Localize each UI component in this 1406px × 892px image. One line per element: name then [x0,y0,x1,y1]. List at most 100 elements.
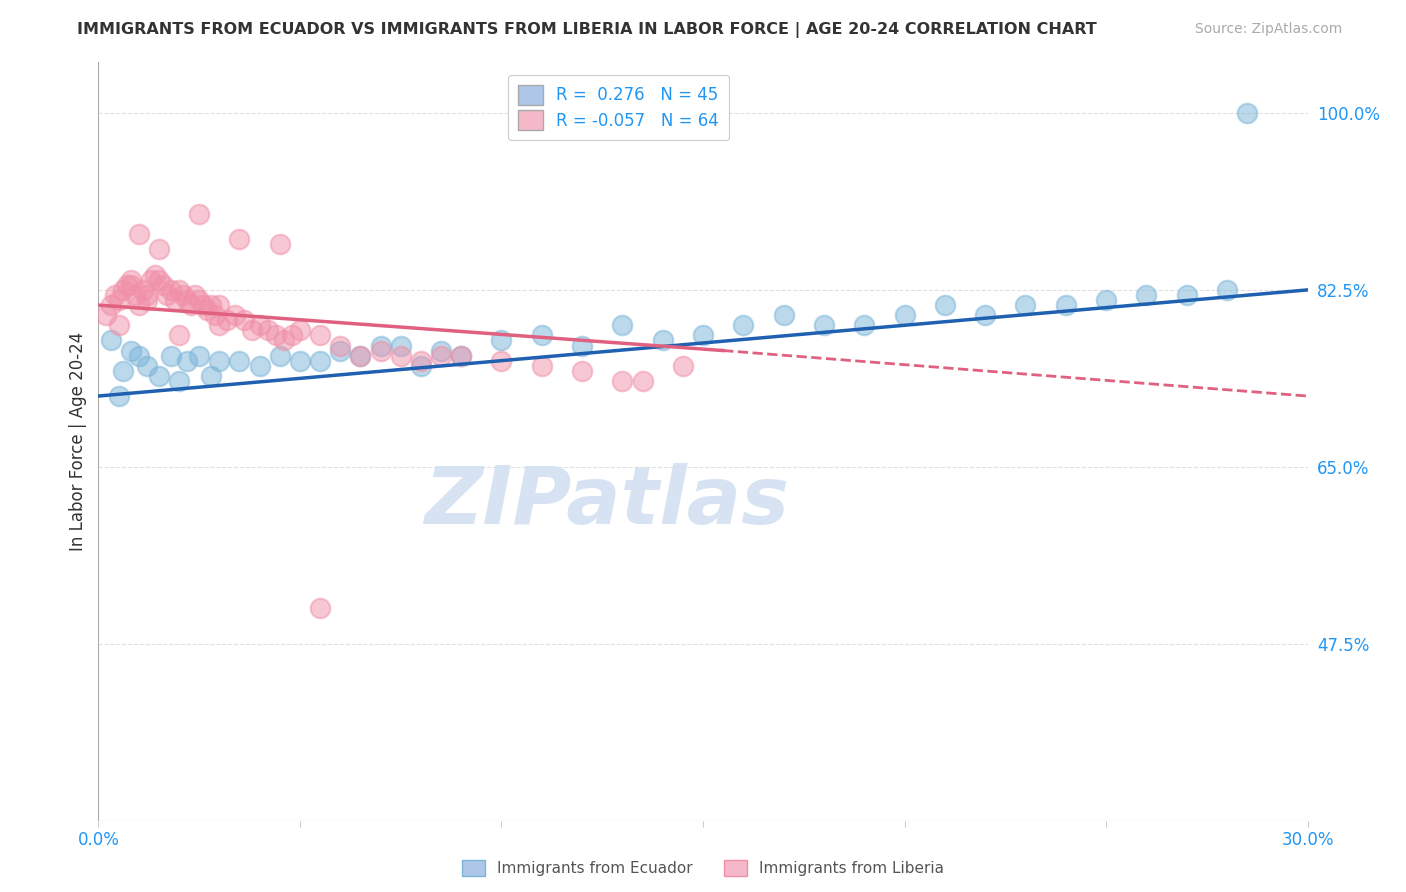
Point [135,359,157,373]
Point [128,298,150,312]
Point [389,349,412,363]
Point [893,308,915,322]
Point [571,338,593,352]
Point [195,303,218,318]
Point [269,237,291,252]
Legend: Immigrants from Ecuador, Immigrants from Liberia: Immigrants from Ecuador, Immigrants from… [456,855,950,882]
Point [631,374,654,388]
Point [188,349,211,363]
Point [148,273,170,287]
Point [772,308,794,322]
Point [167,328,190,343]
Point [176,293,198,307]
Point [1135,288,1157,302]
Point [160,283,183,297]
Point [120,343,142,358]
Point [370,338,392,352]
Point [491,334,513,348]
Point [120,273,142,287]
Point [100,298,122,312]
Point [188,293,211,307]
Point [281,328,304,343]
Point [143,268,166,282]
Point [530,359,553,373]
Point [163,293,186,307]
Point [148,368,170,383]
Point [288,353,311,368]
Point [733,318,755,333]
Point [1175,288,1198,302]
Point [232,313,254,327]
Point [450,349,472,363]
Point [264,328,287,343]
Point [450,349,472,363]
Point [200,298,222,312]
Point [1095,293,1118,307]
Point [651,334,673,348]
Point [1014,298,1036,312]
Point [1216,283,1239,297]
Point [430,343,453,358]
Point [249,318,271,333]
Point [288,323,311,337]
Point [208,353,231,368]
Point [1054,298,1077,312]
Text: IMMIGRANTS FROM ECUADOR VS IMMIGRANTS FROM LIBERIA IN LABOR FORCE | AGE 20-24 CO: IMMIGRANTS FROM ECUADOR VS IMMIGRANTS FR… [77,22,1097,38]
Point [96,308,118,322]
Point [103,288,125,302]
Point [193,298,215,312]
Point [974,308,997,322]
Point [853,318,876,333]
Point [389,338,412,352]
Point [309,601,332,615]
Point [224,308,246,322]
Point [329,338,352,352]
Point [228,353,250,368]
Point [188,207,211,221]
Point [612,374,634,388]
Point [269,349,291,363]
Point [430,349,453,363]
Point [107,293,129,307]
Point [208,298,231,312]
Point [349,349,371,363]
Point [160,349,183,363]
Point [309,353,332,368]
Point [1236,106,1258,120]
Point [409,359,432,373]
Point [813,318,835,333]
Point [273,334,295,348]
Point [491,353,513,368]
Point [139,273,162,287]
Point [329,343,352,358]
Point [111,364,134,378]
Point [692,328,714,343]
Point [672,359,695,373]
Point [167,374,190,388]
Point [180,298,202,312]
Point [120,277,142,292]
Point [132,283,155,297]
Point [107,318,129,333]
Point [135,293,157,307]
Point [934,298,956,312]
Point [217,313,239,327]
Point [612,318,634,333]
Legend: R =  0.276   N = 45, R = -0.057   N = 64: R = 0.276 N = 45, R = -0.057 N = 64 [508,75,728,140]
Text: ZIPatlas: ZIPatlas [423,463,789,541]
Point [228,232,250,246]
Point [128,227,150,242]
Point [370,343,392,358]
Point [309,328,332,343]
Point [135,288,157,302]
Point [156,288,179,302]
Point [172,288,194,302]
Point [208,318,231,333]
Point [148,243,170,257]
Point [184,288,207,302]
Point [167,283,190,297]
Point [571,364,593,378]
Text: Source: ZipAtlas.com: Source: ZipAtlas.com [1195,22,1343,37]
Point [200,368,222,383]
Point [240,323,263,337]
